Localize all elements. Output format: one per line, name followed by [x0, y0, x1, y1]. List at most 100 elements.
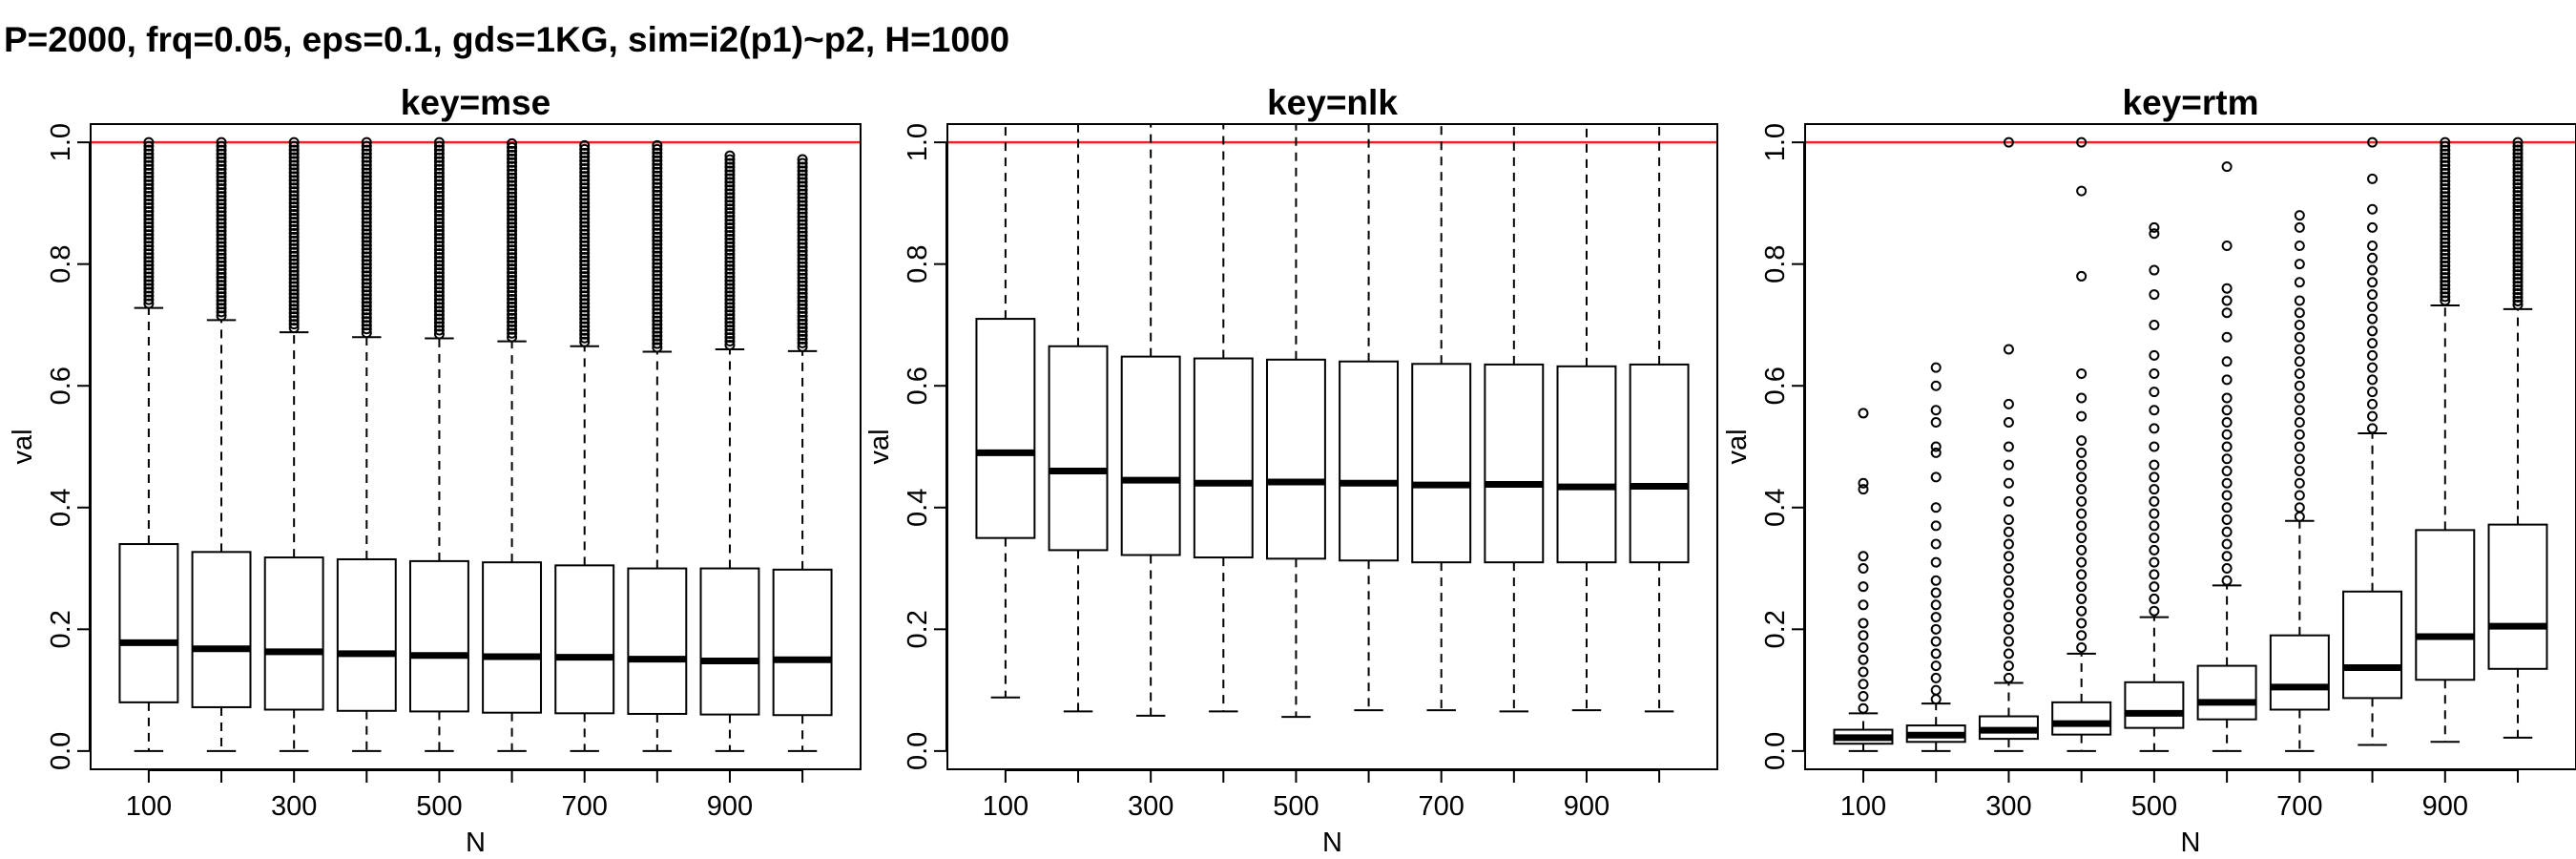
outlier-point	[288, 163, 300, 175]
outlier-point	[2512, 265, 2524, 277]
outlier-point	[724, 263, 736, 275]
outlier-point	[2149, 508, 2160, 519]
outlier-point	[361, 312, 372, 324]
box-700	[2269, 210, 2330, 752]
outlier-point	[361, 213, 372, 224]
outlier-point	[652, 185, 663, 197]
outlier-point	[216, 140, 227, 152]
x-tick-label: 500	[1273, 791, 1319, 822]
outlier-point	[2512, 140, 2524, 152]
outlier-point	[2221, 563, 2233, 575]
outlier-point	[2294, 319, 2305, 330]
outlier-point	[507, 263, 518, 275]
outlier-point	[2512, 281, 2524, 292]
outlier-point	[652, 147, 663, 158]
outlier-point	[288, 178, 300, 190]
outlier-point	[1930, 575, 1942, 586]
outlier-point	[507, 202, 518, 214]
x-tick-label: 300	[271, 791, 317, 822]
outlier-point	[507, 275, 518, 286]
box-iqr	[627, 567, 688, 715]
outlier-point	[2512, 239, 2524, 250]
box-1000	[772, 154, 833, 752]
outlier-point	[361, 232, 372, 243]
outlier-point	[2512, 178, 2524, 190]
outlier-point	[361, 140, 372, 152]
box-iqr	[191, 551, 252, 708]
outlier-point	[724, 241, 736, 252]
outlier-point	[2512, 277, 2524, 288]
outlier-point	[507, 153, 518, 164]
box-100	[118, 136, 179, 752]
outlier-point	[2221, 466, 2233, 477]
y-tick-label: 0.6	[46, 367, 76, 405]
outlier-point	[507, 229, 518, 241]
outlier-point	[2076, 392, 2088, 404]
outlier-point	[288, 300, 300, 311]
box-iqr	[772, 568, 833, 717]
outlier-point	[507, 160, 518, 172]
outlier-point	[361, 301, 372, 312]
outlier-point	[2512, 144, 2524, 156]
outlier-point	[2003, 575, 2014, 586]
box-iqr	[1048, 345, 1109, 552]
outlier-point	[1930, 416, 1942, 428]
outlier-point	[507, 164, 518, 176]
outlier-point	[2149, 367, 2160, 379]
outlier-point	[652, 288, 663, 300]
outlier-point	[2003, 495, 2014, 507]
outlier-point	[2294, 221, 2305, 233]
outlier-point	[2367, 264, 2379, 276]
outlier-point	[2367, 277, 2379, 288]
outlier-point	[1930, 648, 1942, 660]
outlier-point	[216, 136, 227, 148]
outlier-point	[2076, 508, 2088, 519]
outlier-point	[361, 144, 372, 156]
outlier-point	[1930, 636, 1942, 647]
outlier-point	[652, 262, 663, 273]
outlier-point	[361, 240, 372, 251]
outlier-point	[1930, 623, 1942, 635]
outlier-point	[724, 305, 736, 317]
outlier-point	[2512, 220, 2524, 231]
outlier-point	[2294, 356, 2305, 367]
outlier-point	[2076, 618, 2088, 629]
outlier-point	[652, 162, 663, 174]
outlier-point	[2003, 136, 2014, 148]
outlier-point	[724, 286, 736, 298]
box-300	[1978, 136, 2039, 752]
outlier-point	[507, 199, 518, 210]
outlier-point	[724, 294, 736, 305]
outlier-point	[724, 199, 736, 211]
box-400	[1193, 123, 1254, 713]
box-700	[1411, 123, 1472, 712]
outlier-point	[507, 221, 518, 233]
outlier-point	[288, 273, 300, 284]
outlier-point	[2003, 672, 2014, 683]
outlier-point	[2149, 569, 2160, 580]
box-iqr	[2124, 681, 2185, 729]
outlier-point	[288, 227, 300, 239]
outlier-point	[2294, 344, 2305, 355]
outlier-point	[652, 315, 663, 326]
outlier-point	[2221, 453, 2233, 465]
outlier-point	[724, 279, 736, 290]
outlier-point	[652, 254, 663, 265]
outlier-point	[724, 225, 736, 237]
outlier-point	[507, 320, 518, 331]
y-axis-label: val	[1722, 429, 1753, 464]
outlier-point	[2221, 392, 2233, 404]
outlier-point	[724, 328, 736, 340]
outlier-point	[2512, 250, 2524, 262]
outlier-point	[507, 157, 518, 168]
outlier-point	[1930, 660, 1942, 672]
x-tick-label: 100	[126, 791, 172, 822]
outlier-point	[361, 136, 372, 148]
outlier-point	[652, 265, 663, 277]
outlier-point	[724, 283, 736, 294]
y-tick-label: 0.8	[1760, 245, 1791, 283]
outlier-point	[652, 258, 663, 269]
outlier-point	[361, 297, 372, 308]
outlier-point	[652, 197, 663, 208]
